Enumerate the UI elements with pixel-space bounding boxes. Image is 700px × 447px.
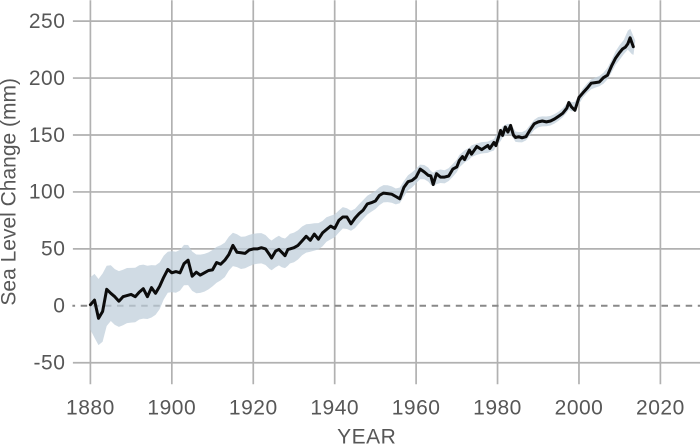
svg-text:250: 250 bbox=[29, 10, 66, 33]
svg-text:200: 200 bbox=[29, 67, 66, 90]
svg-text:Sea Level Change (mm): Sea Level Change (mm) bbox=[0, 78, 21, 306]
svg-text:2020: 2020 bbox=[636, 396, 685, 419]
svg-text:1980: 1980 bbox=[473, 396, 522, 419]
svg-text:150: 150 bbox=[29, 124, 66, 147]
svg-text:YEAR: YEAR bbox=[337, 425, 396, 447]
svg-text:50: 50 bbox=[41, 238, 65, 261]
svg-text:-50: -50 bbox=[34, 352, 66, 375]
svg-text:1960: 1960 bbox=[392, 396, 441, 419]
svg-text:0: 0 bbox=[53, 295, 65, 318]
svg-text:1920: 1920 bbox=[229, 396, 278, 419]
svg-text:1880: 1880 bbox=[66, 396, 115, 419]
svg-text:1900: 1900 bbox=[147, 396, 196, 419]
svg-text:2000: 2000 bbox=[555, 396, 604, 419]
svg-text:100: 100 bbox=[29, 181, 66, 204]
svg-text:1940: 1940 bbox=[310, 396, 359, 419]
